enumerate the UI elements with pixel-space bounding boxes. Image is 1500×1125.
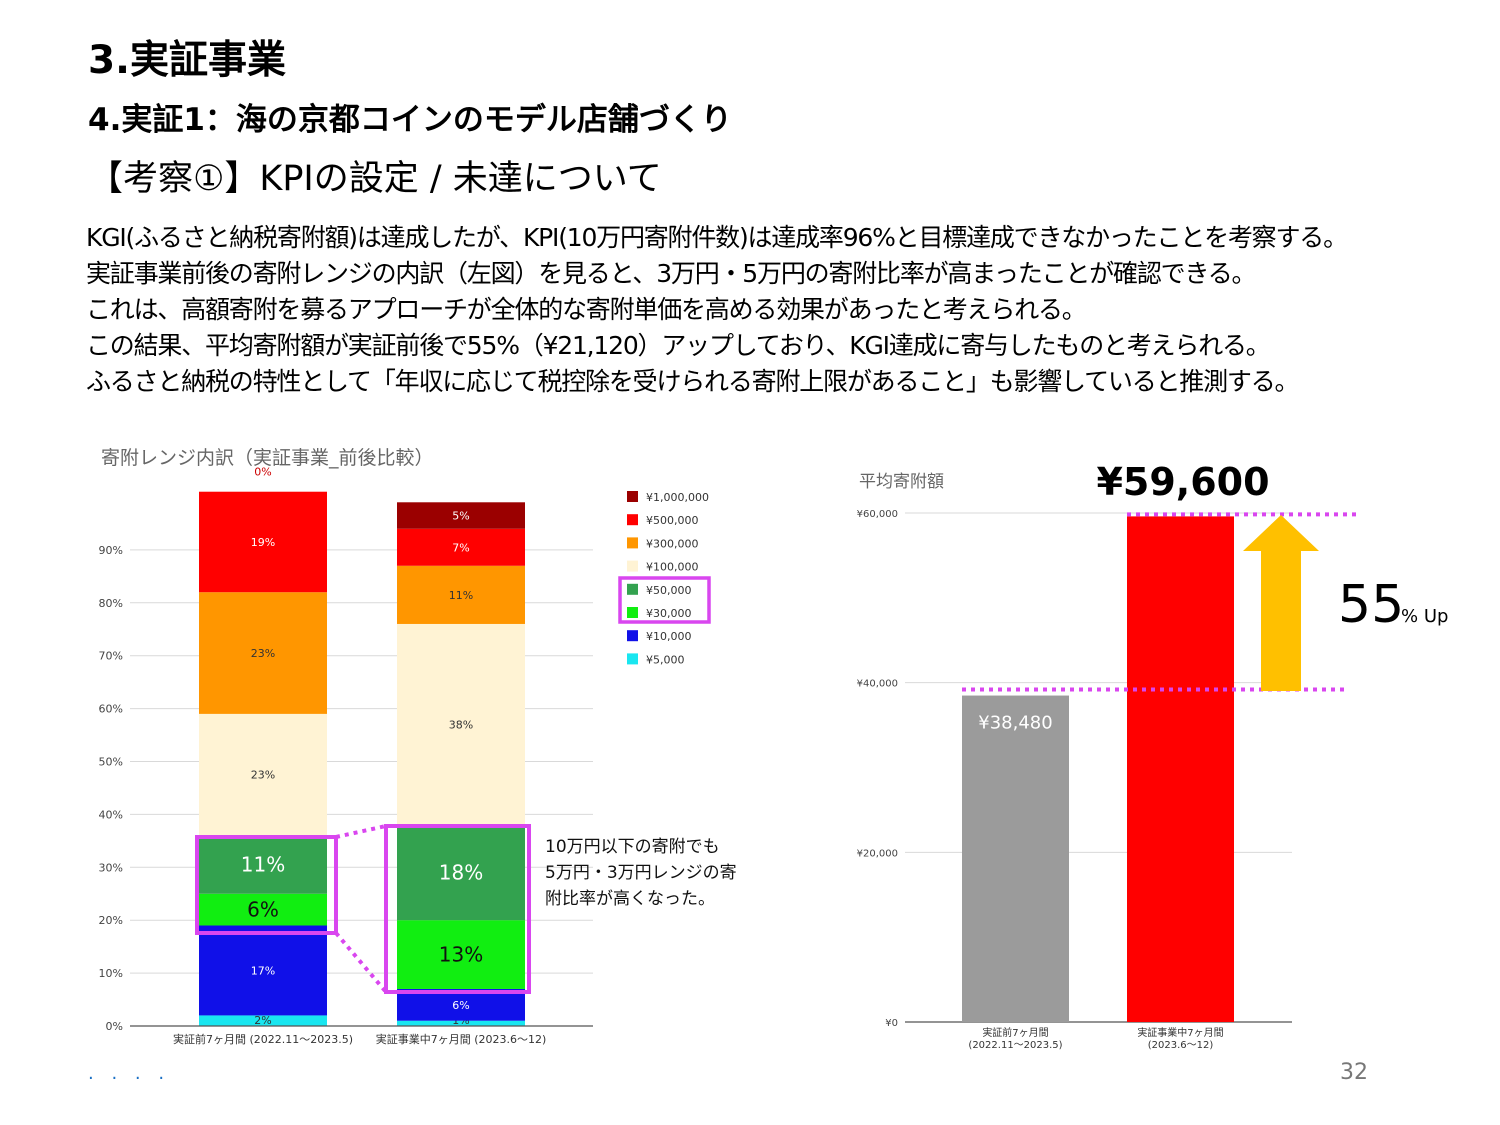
legend-label: ¥300,000	[646, 537, 699, 550]
data-label: 17%	[251, 964, 275, 977]
body-line: 実証事業前後の寄附レンジの内訳（左図）を見ると、3万円・5万円の寄附比率が高まっ…	[86, 259, 1257, 288]
data-label: 23%	[251, 769, 275, 782]
bar-segment	[397, 565, 525, 624]
x-tick-label: 実証事業中7ヶ月間	[1137, 1026, 1223, 1039]
y-tick-label: ¥0	[885, 1018, 898, 1029]
data-label: 6%	[452, 999, 469, 1012]
x-tick-label: 実証事業中7ヶ月間 (2023.6～12)	[376, 1032, 547, 1046]
body-line: ふるさと納税の特性として「年収に応じて税控除を受けられる寄附上限があること」も影…	[86, 367, 1300, 396]
increase-number: 55	[1338, 575, 1404, 635]
x-tick-label: (2023.6～12)	[1148, 1040, 1214, 1051]
data-label: 0%	[254, 466, 271, 479]
section-subtitle: 4.実証1：海の京都コインのモデル店舗づくり	[88, 102, 732, 138]
annotation-line: 附比率が高くなった。	[545, 889, 715, 909]
bar-segment	[397, 528, 525, 566]
y-tick-label: 90%	[99, 544, 123, 557]
footer-logo: · · · ·	[88, 1068, 171, 1089]
y-tick-label: ¥60,000	[857, 509, 898, 520]
legend-swatch	[627, 537, 638, 549]
data-label: 38%	[449, 718, 473, 731]
highlight-box-after	[384, 824, 531, 994]
y-tick-label: 0%	[106, 1020, 123, 1033]
bar-segment	[199, 925, 327, 1016]
body-line: これは、高額寄附を募るアプローチが全体的な寄附単価を高める効果があったと考えられ…	[86, 295, 1087, 324]
y-tick-label: 60%	[99, 703, 123, 716]
bar-segment	[397, 824, 525, 921]
data-label: 19%	[251, 536, 275, 549]
bar	[1127, 516, 1234, 1022]
page-number: 32	[1340, 1060, 1368, 1085]
body-line: KGI(ふるさと納税寄附額)は達成したが、KPI(10万円寄附件数)は達成率96…	[86, 223, 1348, 252]
chart-title: 平均寄附額	[859, 472, 944, 492]
y-tick-label: ¥20,000	[857, 848, 898, 859]
data-label: 5%	[452, 510, 469, 523]
x-tick-label: 実証前7ヶ月間 (2022.11～2023.5)	[173, 1032, 353, 1046]
legend-swatch	[627, 560, 638, 572]
bar-value-label: ¥38,480	[978, 713, 1052, 734]
legend-label: ¥30,000	[646, 607, 692, 620]
data-label: 6%	[247, 898, 279, 922]
chart-title: 寄附レンジ内訳（実証事業_前後比較）	[101, 447, 434, 469]
page-title: 3.実証事業	[88, 38, 286, 83]
increase-suffix: % Up	[1401, 606, 1448, 627]
annotation-line: 5万円・3万円レンジの寄	[545, 863, 737, 883]
legend-label: ¥50,000	[646, 584, 692, 597]
data-label: 18%	[439, 861, 483, 885]
legend-label: ¥5,000	[646, 653, 685, 666]
body-paragraph: KGI(ふるさと納税寄附額)は達成したが、KPI(10万円寄附件数)は達成率96…	[86, 220, 1476, 400]
legend-highlight-box	[618, 576, 711, 624]
annotation-line: 10万円以下の寄附でも	[545, 837, 720, 857]
legend-swatch	[627, 583, 638, 595]
y-tick-label: 20%	[99, 914, 123, 927]
legend-label: ¥10,000	[646, 630, 692, 643]
bar-value-label: ¥59,600	[1096, 460, 1269, 504]
bar-segment	[199, 713, 327, 836]
bar-segment	[397, 1020, 525, 1026]
x-tick-label: (2022.11～2023.5)	[968, 1040, 1062, 1051]
highlight-box-before	[195, 835, 338, 935]
legend-swatch	[627, 514, 638, 526]
bar	[962, 695, 1069, 1022]
y-tick-label: 70%	[99, 650, 123, 663]
data-label: 13%	[439, 943, 483, 967]
up-arrow-icon	[1243, 515, 1319, 691]
topic-heading: 【考察①】KPIの設定 / 未達について	[88, 159, 662, 199]
y-tick-label: ¥40,000	[857, 679, 898, 690]
bar-segment	[397, 502, 525, 529]
legend-swatch	[627, 653, 638, 665]
bar-segment	[199, 1015, 327, 1026]
bar-segment	[199, 592, 327, 714]
legend-swatch	[627, 491, 638, 502]
y-tick-label: 10%	[99, 967, 123, 980]
data-label: 11%	[449, 589, 473, 602]
legend-label: ¥1,000,000	[646, 491, 709, 504]
legend-label: ¥500,000	[646, 514, 699, 527]
y-tick-label: 40%	[99, 808, 123, 821]
bar-segment	[397, 988, 525, 1021]
bar-segment	[199, 835, 327, 894]
legend-swatch	[627, 607, 638, 618]
y-tick-label: 80%	[99, 597, 123, 610]
bar-segment	[397, 920, 525, 989]
data-label: 7%	[452, 541, 469, 554]
x-tick-label: 実証前7ヶ月間	[982, 1026, 1048, 1039]
legend-swatch	[627, 630, 638, 642]
bar-segment	[397, 623, 525, 825]
data-label: 11%	[241, 853, 285, 877]
y-tick-label: 30%	[99, 861, 123, 874]
bar-segment	[199, 893, 327, 926]
connector-line	[334, 931, 388, 994]
data-label: 23%	[251, 647, 275, 660]
bar-segment	[199, 491, 327, 593]
legend-label: ¥100,000	[646, 561, 699, 574]
data-label: 2%	[254, 1014, 271, 1027]
y-tick-label: 50%	[99, 756, 123, 769]
body-line: この結果、平均寄附額が実証前後で55%（¥21,120）アップしており、KGI達…	[86, 331, 1271, 360]
